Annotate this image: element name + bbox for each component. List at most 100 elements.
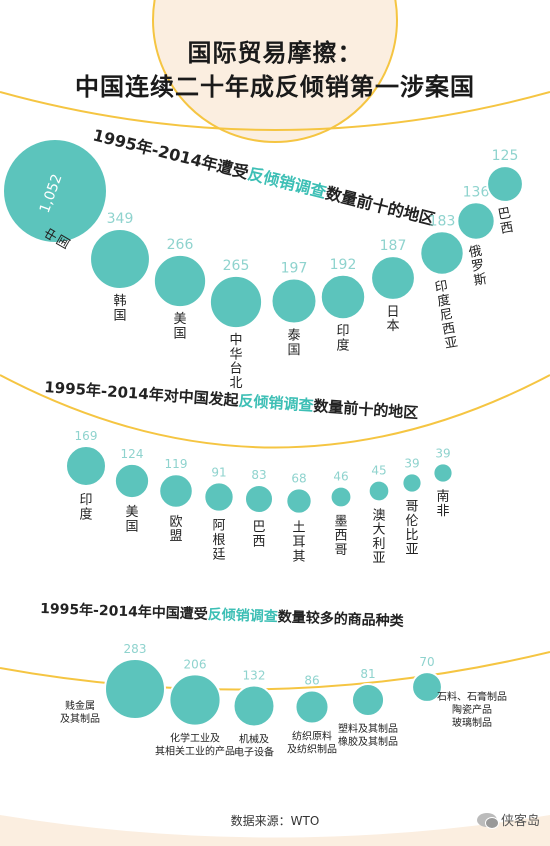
section-2-value-label-4: 83	[251, 468, 266, 482]
section-2-bubble-0	[65, 445, 107, 487]
section-1-category-label-5-char-1: 度	[336, 338, 349, 354]
section-1-category-label-7-char-3: 西	[441, 321, 456, 338]
section-2-title-part-1: 反倾销调查	[238, 392, 315, 415]
section-1-category-label-8: 俄罗斯	[468, 244, 488, 289]
section-1-value-label-1: 349	[107, 211, 134, 227]
section-1-category-label-1: 韩国	[113, 294, 126, 323]
section-1-category-label-6-char-1: 本	[386, 319, 399, 334]
section-2-value-label-8: 39	[404, 456, 419, 470]
section-3-bubble-3	[294, 689, 330, 725]
header-circle	[153, 0, 397, 142]
header-circle-outline	[152, 0, 398, 143]
section-1-category-label-9-char-1: 西	[499, 220, 514, 237]
section-2-value-label-1: 124	[121, 447, 144, 461]
section-1-title-part-0: 1995年-2014年遭受	[91, 125, 251, 182]
section-3-bubble-5	[411, 671, 443, 703]
section-2-category-label-8-char-1: 伦	[405, 514, 418, 529]
section-2-bubble-2	[158, 473, 194, 509]
section-2-value-label-9: 39	[435, 446, 450, 460]
section-2-bubble-9	[432, 462, 454, 484]
section-1-bubble-2	[152, 253, 208, 309]
section-1-category-label-1-char-1: 国	[113, 308, 126, 323]
section-3-category-label-0-line-1: 及其制品	[60, 712, 100, 725]
section-2-category-label-3: 阿根廷	[212, 519, 225, 563]
section-1-category-label-8-char-2: 斯	[473, 272, 488, 289]
section-3-value-label-3: 86	[304, 673, 319, 687]
section-1-value-label-3: 265	[223, 258, 250, 274]
section-3-category-label-2-line-0: 机械及	[239, 732, 269, 745]
section-3-bubble-1	[168, 673, 222, 727]
section-1-category-label-0-char-1: 国	[55, 233, 74, 252]
section-2-category-label-5-char-2: 其	[292, 549, 305, 564]
section-1-category-label-0-char-0: 中	[42, 226, 61, 245]
section-1-category-label-3-char-2: 台	[229, 362, 242, 377]
section-1-bubble-9	[486, 165, 524, 203]
section-1-value-label-4: 197	[281, 260, 308, 276]
section-1-category-label-4-char-1: 国	[287, 343, 300, 358]
section-3-category-label-5-line-1: 陶瓷产品	[452, 703, 492, 716]
section-1-category-label-2-char-0: 美	[173, 312, 186, 327]
section-2-category-label-7-char-2: 利	[372, 537, 385, 552]
page-title-line-2: 中国连续二十年成反倾销第一涉案国	[75, 73, 475, 101]
section-1-value-label-9: 125	[492, 148, 519, 164]
section-3-category-label-0-line-0: 贱金属	[65, 699, 95, 712]
section-2-category-label-5: 土耳其	[292, 521, 305, 565]
section-1-category-label-6: 日本	[386, 305, 399, 334]
section-2-category-label-7-char-1: 大	[372, 523, 385, 538]
section-2-category-label-6-char-1: 西	[334, 529, 347, 544]
watermark: 侠客岛	[476, 810, 540, 829]
section-3-title-part-0: 1995年-2014年中国遭受	[40, 600, 208, 623]
section-2-category-label-9-char-1: 非	[436, 504, 449, 519]
section-1-bubble-0	[2, 138, 108, 244]
title-block: 国际贸易摩擦： 中国连续二十年成反倾销第一涉案国	[0, 36, 550, 104]
section-1-category-label-0: 中国	[42, 226, 74, 252]
section-1-category-label-6-char-0: 日	[386, 305, 399, 320]
section-2-category-label-9-char-0: 南	[436, 489, 449, 505]
section-1-value-label-5: 192	[330, 257, 357, 273]
section-1-title-part-2: 数量前十的地区	[324, 183, 437, 229]
section-2-value-label-3: 91	[211, 465, 226, 479]
data-source: 数据来源：WTO	[230, 814, 320, 828]
section-2-category-label-2-char-0: 欧	[169, 515, 182, 530]
section-2-category-label-4: 巴西	[252, 520, 265, 549]
section-2-category-label-8-char-0: 哥	[405, 500, 418, 515]
section-3-category-label-3-line-0: 纺织原料	[292, 730, 332, 743]
section-1-category-label-8-char-1: 罗	[470, 258, 485, 275]
section-3-title-part-1: 反倾销调查	[208, 606, 280, 625]
section-1-category-label-4: 泰国	[287, 329, 300, 358]
section-3-value-label-4: 81	[360, 667, 375, 681]
section-3-category-label-5-line-2: 玻璃制品	[452, 716, 492, 729]
section-3-bubble-0	[104, 658, 166, 720]
section-2-category-label-1: 美国	[125, 505, 138, 534]
section-1-bubble-3	[208, 274, 264, 330]
section-2-category-label-5-char-1: 耳	[292, 535, 305, 550]
wechat-icon	[476, 812, 499, 829]
section-3-bubble-4	[350, 682, 386, 718]
section-3-category-label-4-line-1: 橡胶及其制品	[338, 735, 398, 748]
section-3-title: 1995年-2014年中国遭受反倾销调查数量较多的商品种类	[40, 600, 405, 630]
section-3-value-label-2: 132	[243, 669, 266, 683]
section-1-category-label-9: 巴西	[497, 206, 515, 237]
section-2-bubble-8	[401, 472, 423, 494]
section-2-category-label-3-char-1: 根	[212, 533, 225, 548]
section-2-title-part-2: 数量前十的地区	[313, 397, 419, 422]
section-2-category-label-4-char-0: 巴	[252, 520, 265, 535]
section-1-category-label-3-char-3: 北	[229, 376, 242, 391]
section-1-bubble-5	[319, 273, 367, 321]
section-3-category-label-4-line-0: 塑料及其制品	[338, 722, 398, 735]
section-2-category-label-7-char-0: 澳	[372, 507, 385, 523]
section-1-category-label-2: 美国	[173, 312, 186, 341]
section-1-category-label-5: 印度	[336, 324, 349, 353]
section-1-category-label-5-char-0: 印	[336, 324, 349, 339]
section-2-bubble-7	[367, 479, 391, 503]
section-1-category-label-3-char-1: 华	[229, 347, 242, 362]
watermark-label: 侠客岛	[500, 814, 540, 829]
section-2-bubble-6	[329, 485, 353, 509]
footer-band	[0, 815, 550, 846]
section-2-category-label-5-char-0: 土	[292, 521, 305, 536]
section-1-category-label-7-char-0: 印	[434, 279, 449, 296]
